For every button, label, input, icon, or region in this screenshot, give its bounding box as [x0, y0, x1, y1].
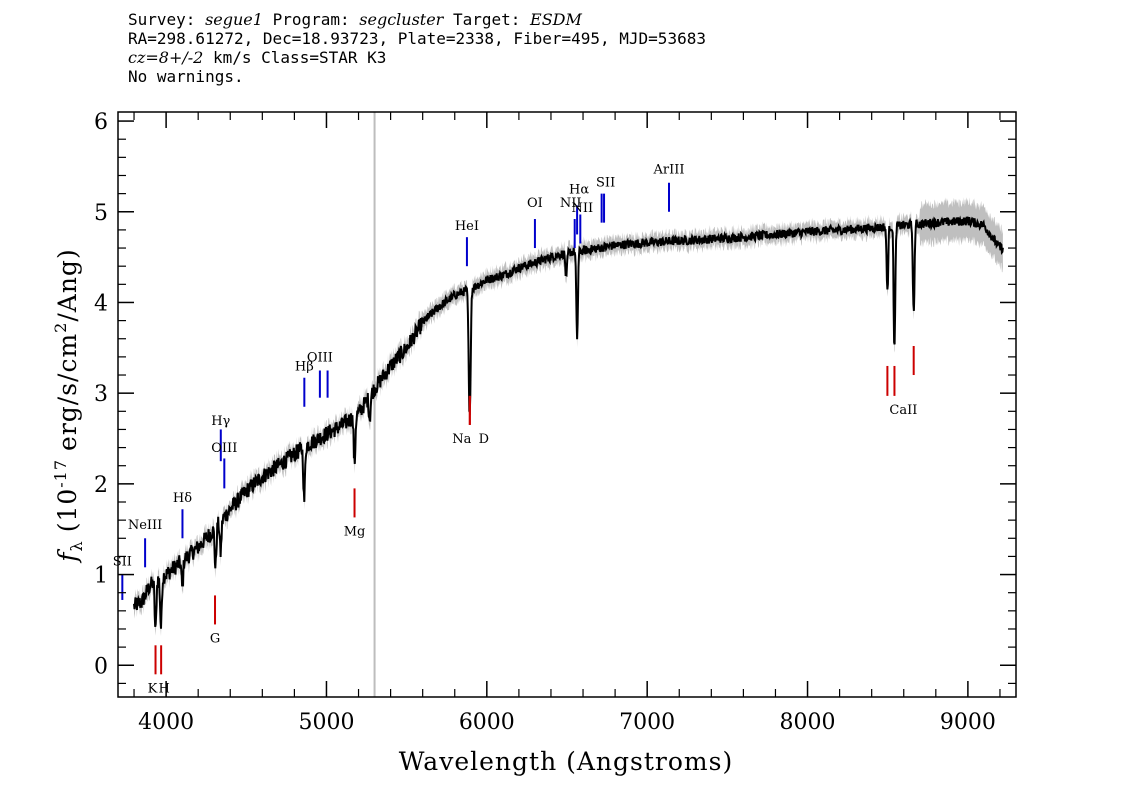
- emission-line-label-6: OIII: [307, 350, 333, 365]
- emission-line-label-4: OIII: [211, 441, 237, 456]
- emission-line-label-15: ArIII: [652, 163, 684, 178]
- y-axis-subscript: λ: [67, 540, 86, 551]
- emission-line-label-2: Hδ: [173, 491, 192, 506]
- header-line-3: cz=8+/-2 km/s Class=STAR K3: [128, 48, 706, 67]
- program-value: segcluster: [359, 10, 444, 29]
- survey-label: Survey:: [128, 10, 206, 29]
- x-tick-label: 4000: [138, 710, 194, 735]
- x-tick-label: 8000: [780, 710, 836, 735]
- emission-line-label-13: SII: [596, 175, 615, 190]
- header-line-1: Survey: segue1 Program: segcluster Targe…: [128, 10, 706, 29]
- emission-line-label-9: OI: [527, 196, 543, 211]
- absorption-line-label-0: K: [148, 681, 158, 696]
- emission-line-label-8: HeI: [455, 219, 479, 234]
- spectrum-line: [133, 215, 1004, 629]
- y-tick-label: 2: [94, 473, 108, 498]
- emission-line-label-12: NII: [571, 201, 593, 216]
- x-tick-label: 5000: [298, 710, 354, 735]
- y-axis-symbol: f: [53, 549, 82, 564]
- x-tick-label: 7000: [619, 710, 675, 735]
- absorption-line-label-2: G: [210, 632, 220, 647]
- y-axis-unit-c: /Ang): [53, 248, 82, 321]
- absorption-line-label-1: H: [158, 681, 169, 696]
- emission-line-label-11: Hα: [569, 183, 589, 198]
- y-tick-label: 6: [94, 110, 108, 135]
- y-tick-label: 0: [94, 654, 108, 679]
- error-band: [134, 197, 1003, 637]
- survey-value: segue1: [205, 10, 263, 29]
- y-axis-exp-a: -17: [51, 459, 70, 488]
- emission-line-label-3: Hγ: [211, 414, 230, 429]
- absorption-line-label-6: CaII: [889, 403, 917, 418]
- y-tick-label: 5: [94, 201, 108, 226]
- y-axis-title: fλ (10-17 erg/s/cm2/Ang): [51, 248, 86, 563]
- redshift-value: cz=8+/-2: [128, 48, 204, 67]
- header-line-2: RA=298.61272, Dec=18.93723, Plate=2338, …: [128, 29, 706, 48]
- x-tick-label: 9000: [940, 710, 996, 735]
- program-label: Program:: [262, 10, 360, 29]
- header-line-4: No warnings.: [128, 67, 244, 86]
- redshift-unit: km/s Class=STAR K3: [203, 48, 387, 67]
- plot-frame: [117, 111, 1017, 698]
- y-tick-label: 3: [94, 382, 108, 407]
- target-label: Target:: [443, 10, 531, 29]
- x-tick-label: 6000: [459, 710, 515, 735]
- absorption-line-label-3: Mg: [344, 525, 366, 540]
- emission-line-label-5: Hβ: [295, 359, 314, 374]
- y-axis-exp-b: 2: [51, 322, 70, 333]
- absorption-line-label-5: D: [479, 432, 489, 447]
- y-tick-label: 1: [94, 564, 108, 589]
- x-axis-title: Wavelength (Angstroms): [399, 747, 733, 776]
- emission-line-label-1: NeIII: [128, 518, 162, 533]
- emission-line-label-10: NII: [560, 196, 582, 211]
- spectrum-header: Survey: segue1 Program: segcluster Targe…: [128, 10, 706, 86]
- absorption-line-label-4: Na: [452, 432, 471, 447]
- target-value: ESDM: [530, 10, 582, 29]
- y-axis-unit-a: (10: [53, 488, 82, 533]
- y-axis-unit-b: erg/s/cm: [53, 333, 82, 451]
- y-tick-label: 4: [94, 291, 108, 316]
